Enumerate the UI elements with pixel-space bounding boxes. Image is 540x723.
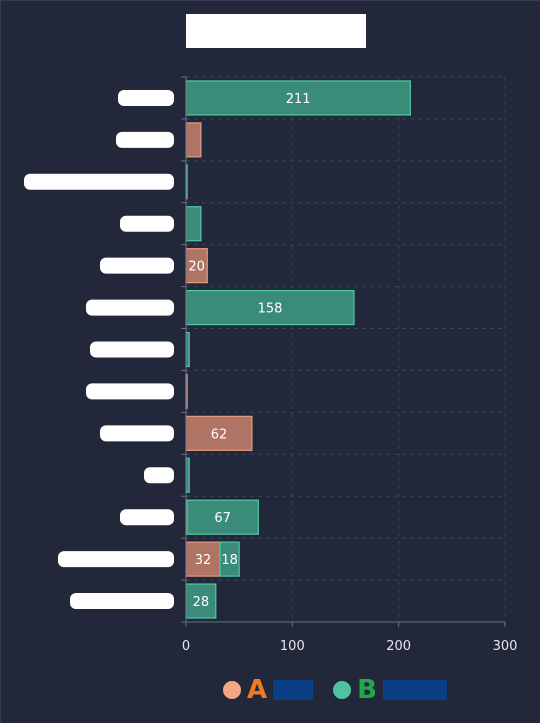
legend-dot-a	[223, 681, 241, 699]
data-label: 211	[286, 92, 311, 107]
data-label: 32	[195, 553, 212, 568]
category-label-redaction	[24, 173, 174, 190]
category-label-redaction	[120, 215, 174, 232]
bar	[185, 206, 202, 242]
category-label-redaction	[116, 131, 174, 148]
data-label: 62	[211, 427, 228, 442]
category-label-redaction	[86, 383, 174, 400]
legend: A B	[223, 676, 447, 704]
category-label-redaction	[70, 593, 174, 610]
bar	[185, 289, 355, 326]
legend-dot-b	[333, 681, 352, 699]
legend-item-b[interactable]: B	[333, 676, 447, 704]
x-tick-label: 100	[280, 639, 305, 654]
bars	[185, 80, 411, 619]
category-label-redaction	[100, 257, 174, 274]
data-labels: 211 20 158 62 67 32 18 28	[188, 92, 310, 610]
category-label-redaction	[86, 299, 174, 316]
bar	[185, 415, 253, 451]
legend-item-a[interactable]: A	[223, 675, 314, 705]
title-redaction	[186, 14, 366, 48]
category-label-redaction	[58, 551, 174, 568]
category-label-redaction	[144, 467, 174, 484]
category-label-redaction	[100, 425, 174, 442]
category-label-redactions	[24, 89, 174, 610]
data-label: 20	[188, 260, 205, 275]
x-tick-label: 200	[386, 639, 411, 654]
x-axis: 0 100 200 300	[181, 76, 518, 654]
data-label: 18	[221, 553, 238, 568]
category-label-redaction	[118, 89, 174, 106]
data-label: 158	[258, 302, 283, 317]
x-tick-label: 0	[182, 639, 190, 654]
bar	[185, 122, 202, 158]
legend-label-a: A	[247, 675, 268, 705]
data-label: 67	[214, 511, 231, 526]
legend-redaction-b	[382, 680, 447, 700]
legend-label-b: B	[357, 675, 377, 705]
category-label-redaction	[120, 509, 174, 526]
bar	[219, 541, 240, 577]
grid	[186, 76, 506, 622]
category-label-redaction	[90, 341, 174, 358]
data-label: 28	[193, 595, 210, 610]
bar	[185, 583, 217, 619]
legend-redaction-a	[273, 680, 314, 700]
bar	[186, 499, 259, 535]
x-tick-label: 300	[493, 639, 518, 654]
